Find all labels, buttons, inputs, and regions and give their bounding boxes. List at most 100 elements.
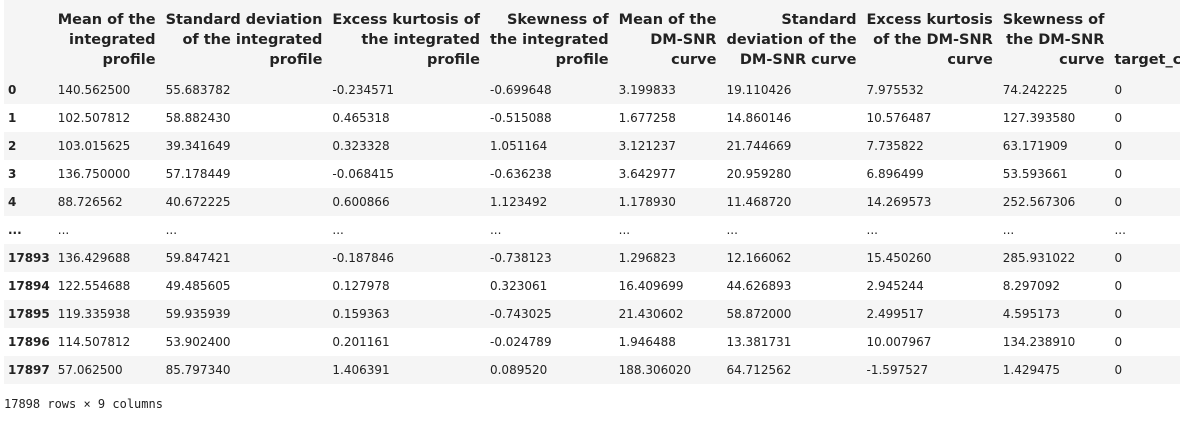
header-line: Mean of the <box>57 12 156 28</box>
cell: ... <box>726 223 738 237</box>
row-index: ... <box>8 223 22 237</box>
data-row: 17894 122.554688 49.485605 0.127978 0.323061… <box>4 272 1180 300</box>
cell: -0.515088 <box>489 111 552 125</box>
header-line: deviation of the <box>726 32 857 48</box>
cell: 136.750000 <box>57 167 131 181</box>
cell: 44.626893 <box>726 279 792 293</box>
header-line: Standard deviation <box>165 12 323 28</box>
cell: 0.159363 <box>332 307 390 321</box>
row-index: 3 <box>8 167 17 181</box>
column-header: Standard deviation of the integrated profi… <box>162 0 329 76</box>
cell: 3.642977 <box>618 167 676 181</box>
header-line: the integrated <box>361 32 480 48</box>
data-row: 0 140.562500 55.683782 -0.234571 -0.699648 3.… <box>4 76 1180 104</box>
cell: 0 <box>1114 307 1123 321</box>
header-line: profile <box>426 52 480 68</box>
cell: 1.677258 <box>618 111 676 125</box>
cell: -0.699648 <box>489 83 552 97</box>
cell: 114.507812 <box>57 335 131 349</box>
cell: ... <box>1114 223 1126 237</box>
column-header: Standard deviation of the DM-SNR curve <box>722 0 862 76</box>
header-line: curve <box>947 52 993 68</box>
cell: 74.242225 <box>1002 83 1068 97</box>
cell: 4.595173 <box>1002 307 1061 321</box>
cell: 10.576487 <box>866 111 932 125</box>
cell: 53.902400 <box>165 335 231 349</box>
header-line: the integrated <box>489 32 609 48</box>
row-index: 1 <box>8 111 17 125</box>
cell: 102.507812 <box>57 111 131 125</box>
header-line: Excess kurtosis <box>866 12 993 28</box>
column-header: Skewness of the DM-SNR curve <box>999 0 1111 76</box>
cell: 1.429475 <box>1002 363 1061 377</box>
cell: 15.450260 <box>866 251 932 265</box>
cell: 14.860146 <box>726 111 792 125</box>
dataframe-table: Mean of the integrated profile Standard dev… <box>4 0 1180 384</box>
cell: ... <box>332 223 344 237</box>
cell: ... <box>165 223 178 237</box>
data-row: .............................. <box>4 216 1180 244</box>
header-line: DM-SNR <box>650 32 717 48</box>
cell: -0.187846 <box>332 251 395 265</box>
data-row: 3 136.750000 57.178449 -0.068415 -0.636238 3.… <box>4 160 1180 188</box>
cell: 122.554688 <box>57 279 131 293</box>
header-line: curve <box>1059 52 1105 68</box>
data-row: 17896 114.507812 53.902400 0.201161 -0.02478… <box>4 328 1180 356</box>
cell: 140.562500 <box>57 83 131 97</box>
cell: 6.896499 <box>866 167 924 181</box>
column-header: Excess kurtosis of the DM-SNR curve <box>863 0 999 76</box>
header-line: profile <box>555 52 609 68</box>
header-line: profile <box>269 52 323 68</box>
header-line: profile <box>102 52 156 68</box>
row-index: 17895 <box>8 307 50 321</box>
cell: 55.683782 <box>165 83 231 97</box>
header-line: target_class <box>1114 52 1180 68</box>
header-line: the DM-SNR <box>1006 32 1105 48</box>
row-index: 17896 <box>8 335 50 349</box>
row-index: 17897 <box>8 363 50 377</box>
cell: 59.847421 <box>165 251 231 265</box>
data-row: 17897 57.062500 85.797340 1.406391 0.089520 1… <box>4 356 1180 384</box>
cell: 0.323061 <box>489 279 548 293</box>
cell: ... <box>1002 223 1015 237</box>
header-line: curve <box>671 52 717 68</box>
row-index: 2 <box>8 139 17 153</box>
cell: 20.959280 <box>726 167 792 181</box>
cell: ... <box>57 223 70 237</box>
cell: 3.199833 <box>618 83 676 97</box>
cell: 21.430602 <box>618 307 684 321</box>
cell: 285.931022 <box>1002 251 1076 265</box>
header-line: integrated <box>69 32 156 48</box>
cell: 1.406391 <box>332 363 390 377</box>
header-line: DM-SNR curve <box>739 52 857 68</box>
cell: 136.429688 <box>57 251 131 265</box>
cell: 57.062500 <box>57 363 123 377</box>
cell: 59.935939 <box>165 307 231 321</box>
row-index: 17893 <box>8 251 50 265</box>
cell: 1.946488 <box>618 335 676 349</box>
cell: 63.171909 <box>1002 139 1068 153</box>
cell: 3.121237 <box>618 139 676 153</box>
cell: 10.007967 <box>866 335 932 349</box>
cell: 1.296823 <box>618 251 676 265</box>
cell: 49.485605 <box>165 279 231 293</box>
cell: 103.015625 <box>57 139 131 153</box>
cell: -0.024789 <box>489 335 552 349</box>
header-line: Excess kurtosis of <box>332 12 480 28</box>
cell: 7.735822 <box>866 139 924 153</box>
cell: 8.297092 <box>1002 279 1061 293</box>
cell: 0 <box>1114 83 1123 97</box>
column-header: Excess kurtosis of the integrated profile <box>328 0 486 76</box>
cell: 0 <box>1114 111 1123 125</box>
cell: ... <box>618 223 631 237</box>
column-header: Skewness of the integrated profile <box>486 0 615 76</box>
cell: 188.306020 <box>618 363 692 377</box>
data-row: 17895 119.335938 59.935939 0.159363 -0.74302… <box>4 300 1180 328</box>
cell: 16.409699 <box>618 279 684 293</box>
cell: 0.201161 <box>332 335 390 349</box>
cell: 53.593661 <box>1002 167 1068 181</box>
row-index: 4 <box>8 195 17 209</box>
index-header <box>4 0 54 76</box>
cell: 0 <box>1114 195 1123 209</box>
cell: 11.468720 <box>726 195 792 209</box>
